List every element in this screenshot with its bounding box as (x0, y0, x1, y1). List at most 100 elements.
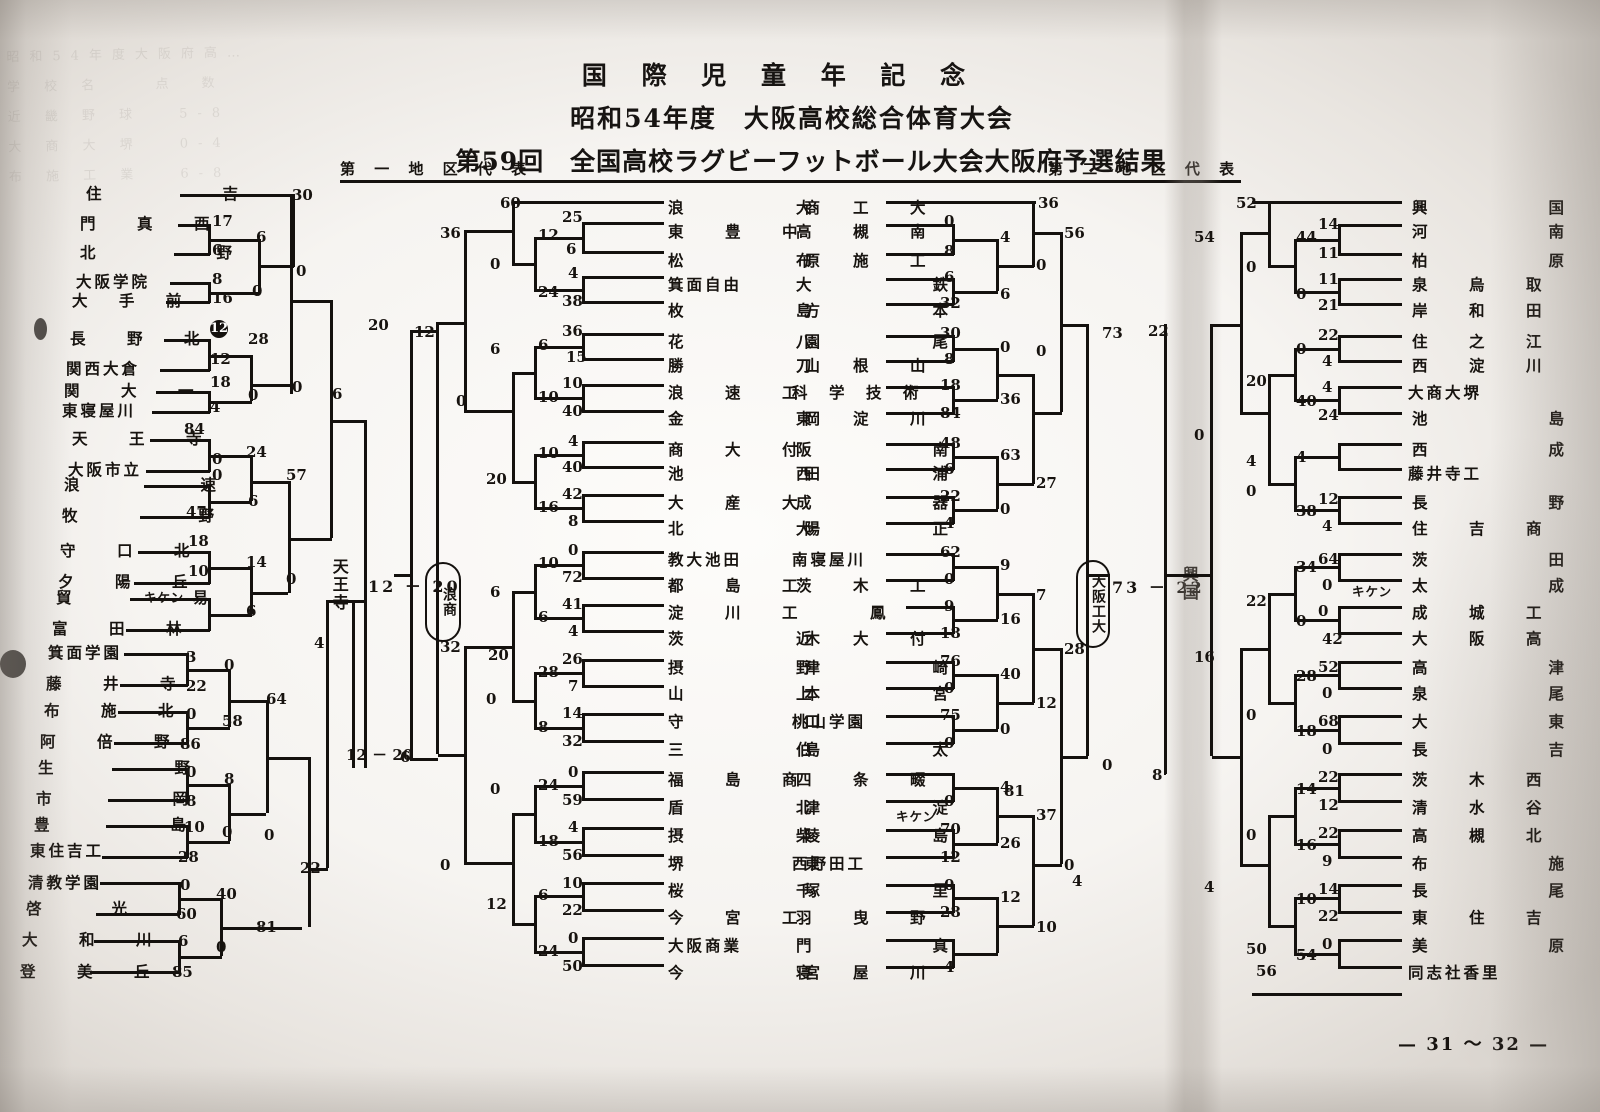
score: 10 (538, 444, 559, 462)
bracket-line (228, 700, 266, 703)
score: 47 (186, 503, 207, 521)
score: 48 (940, 434, 961, 452)
score: 10 (538, 554, 559, 572)
score: 0 (1246, 482, 1257, 500)
bracket-line (464, 410, 514, 413)
score: 0 (490, 255, 501, 273)
bracket-line (410, 330, 413, 758)
score: 6 (538, 336, 549, 354)
bracket-line (582, 251, 664, 254)
bracket-line (112, 768, 188, 771)
bracket-line (1240, 232, 1270, 235)
district-2-label: 第 二 地 区 代 表 (1048, 158, 1242, 183)
bracket-line (1268, 374, 1271, 484)
score: 11 (1318, 244, 1339, 262)
bracket-line (326, 600, 366, 603)
bracket-line (1338, 253, 1402, 256)
bracket-line (1240, 412, 1270, 415)
team-label: 守 口 北 (60, 541, 203, 560)
score: 0 (264, 826, 275, 844)
score: 62 (940, 543, 961, 561)
team-label: 三 島 (668, 740, 851, 759)
bracket-line (886, 800, 954, 803)
team-label: 寝 屋 川 (796, 963, 939, 982)
score: 0 (1036, 256, 1047, 274)
bracket-line (138, 551, 210, 554)
bracket-line (534, 507, 582, 510)
bracket-line (886, 443, 954, 446)
bracket-line (180, 194, 290, 197)
score: 0 (490, 780, 501, 798)
score: 10 (1296, 890, 1317, 908)
title-line-2: 昭和54年度 大阪高校総合体育大会 (570, 104, 1014, 133)
bracket-line (208, 239, 260, 242)
bracket-line (308, 868, 328, 871)
team-label: 高 津 (1412, 658, 1595, 677)
scan-smudge (34, 318, 47, 340)
score: 28 (178, 848, 199, 866)
bracket-line (886, 496, 954, 499)
bracket-line (250, 592, 288, 595)
score: 0 (1322, 935, 1333, 953)
bracket-line (534, 346, 582, 349)
score: 59 (562, 791, 583, 809)
score: 0 (440, 856, 451, 874)
bracket-line (1164, 324, 1166, 327)
score: 25 (562, 208, 583, 226)
team-label: 住 之 江 (1412, 332, 1555, 351)
bracket-line (534, 841, 582, 844)
team-label: 大阪学院 (76, 272, 151, 291)
score: 18 (940, 376, 961, 394)
bracket-line (582, 854, 664, 857)
team-label: 堺 東 (668, 854, 851, 873)
score: 0 (1000, 338, 1011, 356)
bracket-line (886, 386, 954, 389)
bracket-line (250, 481, 290, 484)
score: 10 (538, 388, 559, 406)
score: 0 (1296, 285, 1307, 303)
bracket-line (886, 884, 954, 887)
bracket-line (250, 567, 253, 614)
score: 6 (256, 228, 267, 246)
score: 8 (944, 242, 955, 260)
bracket-line (952, 399, 998, 402)
team-label: 桃山学園 (792, 712, 867, 731)
bracket-line (996, 265, 1034, 268)
bracket-line (582, 630, 664, 633)
bracket-line (1294, 566, 1297, 619)
score: 10 (184, 818, 205, 836)
bracket-line (582, 520, 664, 523)
bracket-line (582, 827, 585, 856)
team-label: 門 真 (796, 936, 979, 955)
team-label: 摂 陵 (668, 826, 851, 845)
bracket-line (952, 239, 998, 242)
team-label: 大 手 前 (72, 291, 195, 310)
bracket-line (1294, 953, 1340, 956)
score: 30 (292, 186, 313, 204)
team-label: 大 産 大 (668, 493, 811, 512)
score: 24 (1318, 406, 1339, 424)
bracket-line (186, 727, 230, 730)
bracket-line (996, 456, 999, 509)
team-label: 貿 易 (56, 588, 239, 607)
team-label: 長 野 (1412, 493, 1595, 512)
bracket-line (130, 598, 210, 601)
bracket-line (582, 798, 664, 801)
bracket-line (582, 713, 664, 716)
bracket-line (996, 348, 999, 399)
bracket-line (886, 632, 954, 635)
score: 0 (212, 466, 223, 484)
bracket-line (288, 538, 332, 541)
bracket-line (512, 591, 536, 594)
team-label: 関西大倉 (66, 359, 141, 378)
bracket-line (1240, 864, 1270, 867)
score: 6 (178, 932, 189, 950)
score: 6 (944, 268, 955, 286)
score: 36 (1000, 390, 1021, 408)
bracket-line (582, 771, 664, 774)
score: 24 (538, 942, 559, 960)
bracket-line (886, 224, 954, 227)
bracket-line (96, 913, 180, 916)
team-label: 都 島 工 (668, 576, 811, 595)
bracket-line (292, 194, 295, 267)
